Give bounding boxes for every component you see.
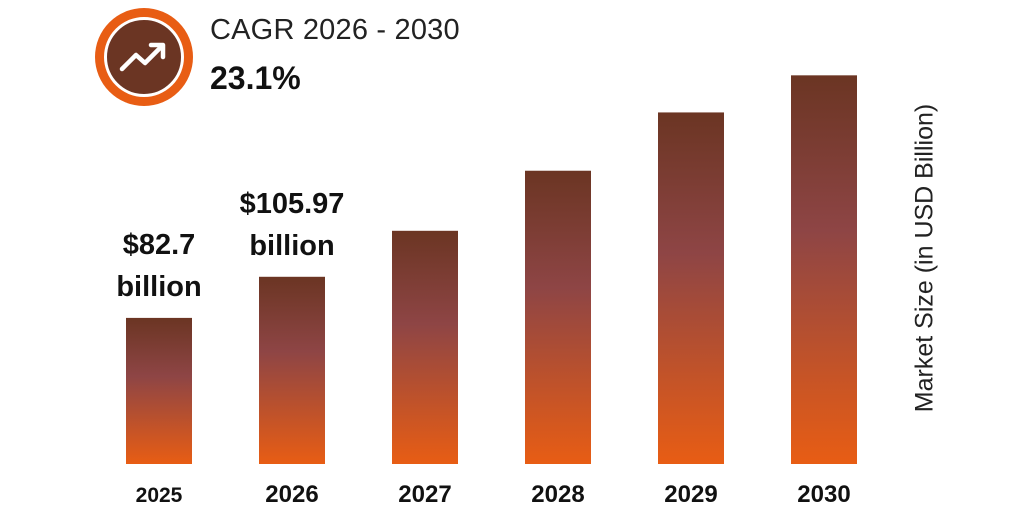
x-tick-label-2026: 2026 <box>265 481 318 508</box>
x-tick-label-2029: 2029 <box>664 481 717 508</box>
data-label-2025-line-1: $82.7 <box>123 229 196 261</box>
cagr-badge-disc <box>104 17 184 97</box>
bar-2025 <box>126 317 192 464</box>
x-tick-labels: 2025 2026 2027 2028 2029 2030 <box>136 481 851 508</box>
data-label-2026-line-2: billion <box>249 230 334 262</box>
data-labels: $82.7 billion $105.97 billion <box>116 188 344 303</box>
bars-group <box>126 75 857 464</box>
x-tick-label-2030: 2030 <box>797 481 850 508</box>
y-axis-title: Market Size (in USD Billion) <box>910 103 939 413</box>
cagr-value: 23.1% <box>210 60 301 96</box>
x-tick-label-2028: 2028 <box>531 481 584 508</box>
data-label-2026-line-1: $105.97 <box>240 188 345 220</box>
data-label-2025-line-2: billion <box>116 271 201 303</box>
bar-2027 <box>392 230 458 464</box>
x-tick-label-2025: 2025 <box>136 484 183 507</box>
bar-2029 <box>658 112 724 464</box>
cagr-badge <box>95 8 193 106</box>
bar-2028 <box>525 170 591 464</box>
bar-2030 <box>791 75 857 464</box>
trend-up-icon <box>119 42 166 72</box>
x-tick-label-2027: 2027 <box>398 481 451 508</box>
cagr-label: CAGR 2026 - 2030 <box>210 14 460 46</box>
bar-2026 <box>259 276 325 464</box>
